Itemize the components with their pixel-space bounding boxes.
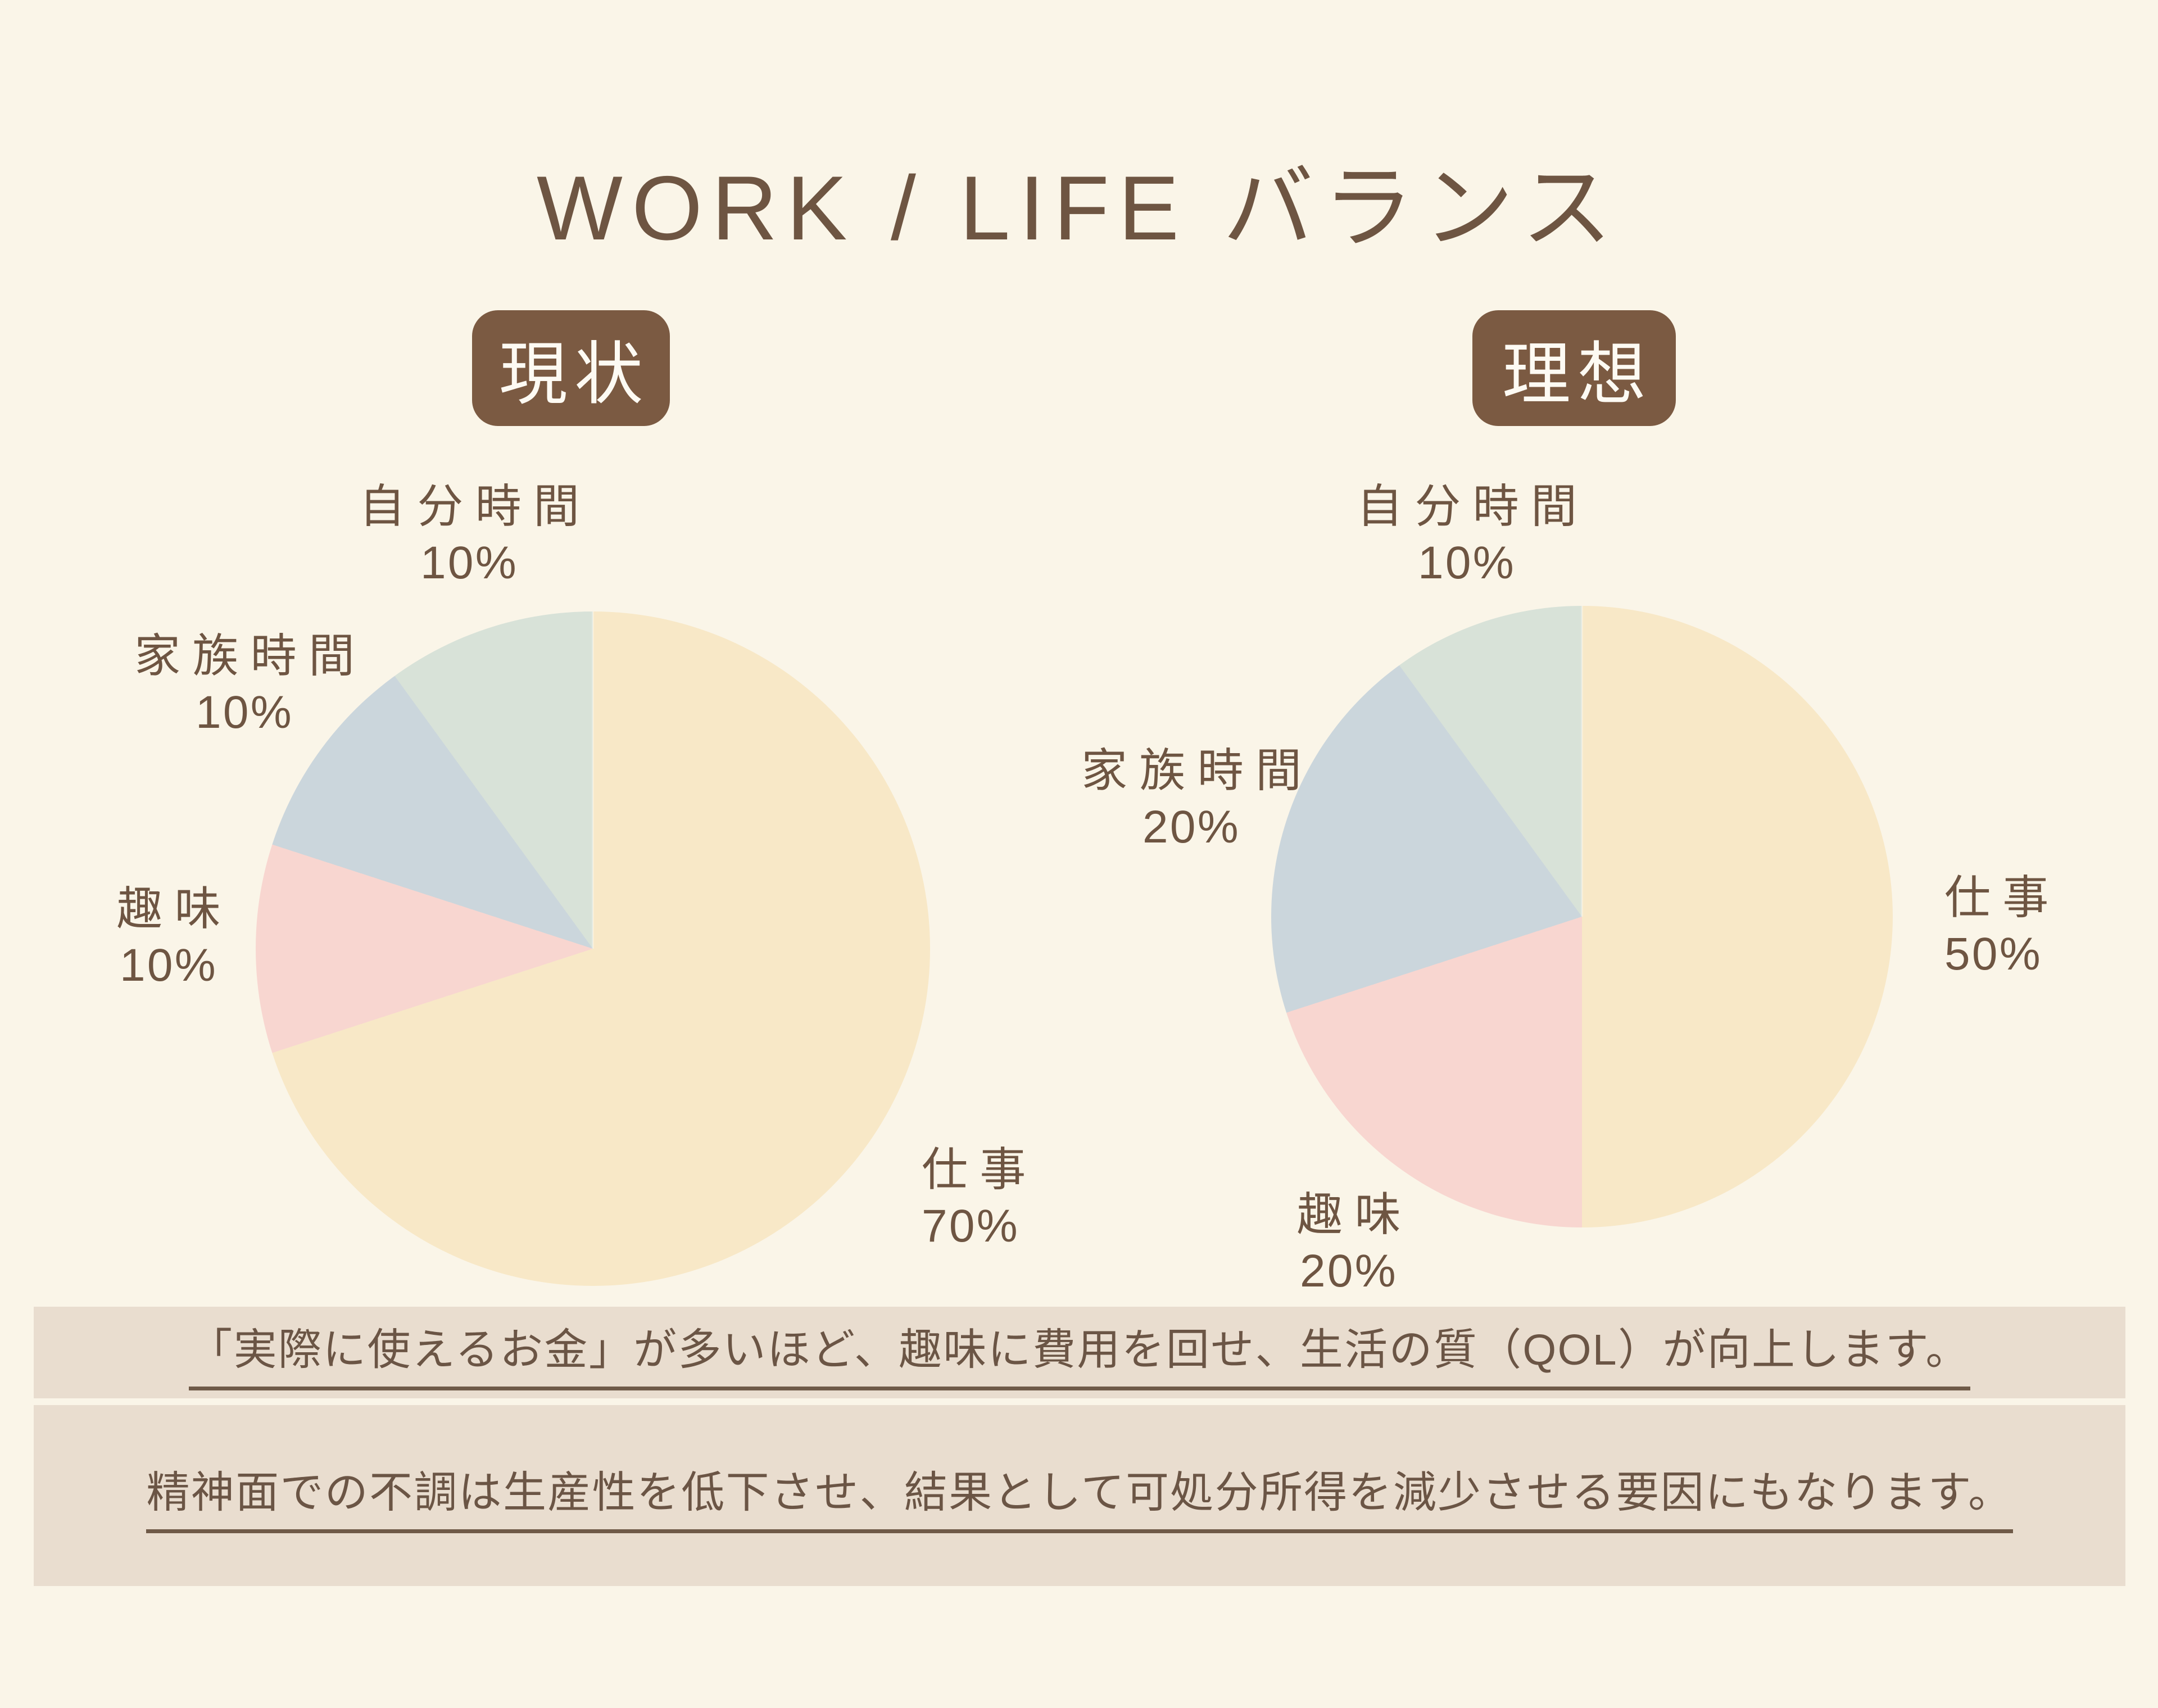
slice-name: 自分時間 <box>1357 481 1589 532</box>
slice-name: 家族時間 <box>134 631 367 682</box>
label-ideal-work: 仕事 50% <box>1944 870 2158 982</box>
badge-current-label: 現状 <box>498 336 650 413</box>
label-current-self-time: 自分時間 10% <box>329 479 610 591</box>
slice-percent: 10% <box>1418 537 1516 589</box>
label-ideal-self-time: 自分時間 10% <box>1326 479 1607 591</box>
slice-percent: 20% <box>1300 1245 1398 1297</box>
slice-percent: 10% <box>120 940 217 991</box>
label-current-family-time: 家族時間 10% <box>104 628 385 741</box>
note-line-qol: 「実際に使えるお金」が多いほど、趣味に費用を回せ、生活の質（QOL）が向上します… <box>189 1315 1970 1390</box>
badge-ideal-label: 理想 <box>1502 336 1653 413</box>
badge-current: 現状 <box>472 310 670 426</box>
note-panel-mental: 精神面での不調は生産性を低下させ、結果として可処分所得を減少させる要因にもなりま… <box>34 1405 2125 1586</box>
slice-name: 仕事 <box>1944 872 2061 923</box>
page-title: WORK / LIFE バランス <box>536 157 1622 259</box>
slice-name: 趣味 <box>116 884 233 935</box>
badge-ideal: 理想 <box>1472 310 1676 426</box>
slice-percent: 10% <box>420 537 518 589</box>
slice-percent: 20% <box>1143 801 1240 853</box>
pie-chart-current <box>256 611 930 1286</box>
slice-name: 家族時間 <box>1081 745 1314 796</box>
slice-name: 仕事 <box>922 1144 1038 1195</box>
label-ideal-hobby: 趣味 20% <box>1208 1187 1489 1299</box>
note-line-mental: 精神面での不調は生産性を低下させ、結果として可処分所得を減少させる要因にもなりま… <box>146 1458 2013 1533</box>
note-panel-qol: 「実際に使えるお金」が多いほど、趣味に費用を回せ、生活の質（QOL）が向上します… <box>34 1307 2125 1398</box>
slice-percent: 10% <box>196 687 293 739</box>
label-current-hobby: 趣味 10% <box>28 881 309 994</box>
slice-percent: 70% <box>922 1200 1019 1252</box>
slice-name: 趣味 <box>1296 1189 1413 1240</box>
slice-name: 自分時間 <box>359 481 592 532</box>
label-current-work: 仕事 70% <box>922 1142 1281 1254</box>
slice-percent: 50% <box>1944 928 2042 980</box>
pie-chart-ideal <box>1271 606 1893 1227</box>
label-ideal-family-time: 家族時間 20% <box>1051 743 1332 855</box>
